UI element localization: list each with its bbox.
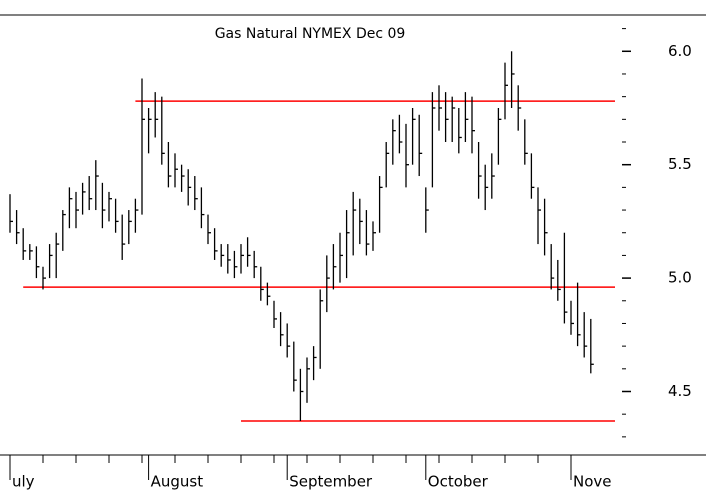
y-tick-label: 5.5 [668,155,692,173]
x-tick-label: uly [12,473,35,491]
y-tick-label: 6.0 [668,42,692,60]
x-tick-label: August [151,473,204,491]
y-tick-label: 4.5 [668,382,692,400]
x-tick-label: September [289,473,373,491]
x-tick-label: October [428,473,489,491]
x-tick-label: Nove [573,473,612,491]
chart-title: Gas Natural NYMEX Dec 09 [215,26,406,42]
y-tick-label: 5.0 [668,269,692,287]
